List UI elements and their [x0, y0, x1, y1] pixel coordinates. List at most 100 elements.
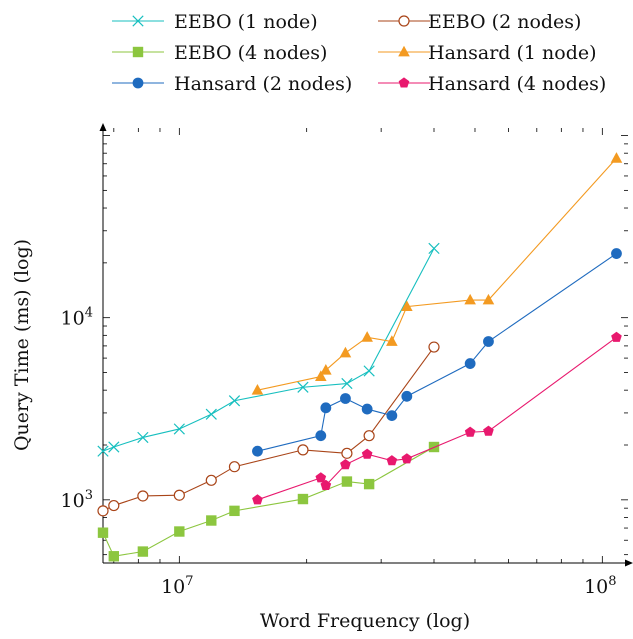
data-point: [229, 505, 240, 517]
data-point: [610, 152, 623, 163]
y-axis-arrow: [99, 123, 107, 131]
legend-label: EEBO (2 nodes): [428, 11, 581, 33]
data-point: [315, 430, 327, 442]
series-group: [97, 152, 623, 562]
legend-label: Hansard (4 nodes): [428, 73, 606, 95]
legend-item-1: EEBO (2 nodes): [378, 11, 581, 33]
data-point: [320, 402, 332, 414]
data-point: [206, 515, 217, 526]
data-point: [108, 499, 120, 512]
data-point: [386, 455, 398, 466]
y-tick-label: 104: [61, 306, 93, 330]
data-point: [228, 395, 241, 407]
data-point: [228, 461, 241, 473]
data-point: [341, 447, 353, 459]
legend-item-0: EEBO (1 node): [112, 11, 318, 33]
data-point: [363, 478, 375, 490]
legend-item-5: Hansard (4 nodes): [378, 73, 606, 95]
data-point: [108, 441, 120, 453]
data-point: [611, 331, 622, 342]
legend-label: Hansard (1 node): [428, 42, 597, 64]
data-point: [483, 425, 494, 436]
data-point: [297, 493, 309, 505]
data-point: [361, 331, 373, 342]
data-point: [339, 346, 352, 358]
data-point: [464, 293, 476, 305]
y-axis-label: Query Time (ms) (log): [11, 239, 33, 451]
data-point: [315, 370, 327, 381]
data-point: [363, 365, 375, 377]
data-point: [174, 526, 185, 537]
data-point: [252, 445, 263, 457]
legend-item-4: Hansard (2 nodes): [112, 73, 352, 95]
legend-marker: [132, 77, 144, 89]
data-point: [320, 479, 332, 490]
x-axis-label: Word Frequency (log): [260, 610, 470, 632]
data-point: [428, 341, 440, 353]
data-point: [464, 358, 476, 369]
series-line: [102, 248, 435, 452]
axes: [99, 123, 633, 567]
legend-marker: [398, 77, 410, 88]
legend-item-2: EEBO (4 nodes): [112, 42, 327, 64]
data-point: [386, 335, 398, 346]
plot-area: 107 108 103 104: [61, 123, 633, 598]
data-point: [340, 393, 351, 404]
series-1: [97, 341, 440, 517]
legend-marker: [132, 46, 144, 58]
legend-label: Hansard (2 nodes): [174, 73, 352, 95]
data-point: [363, 430, 375, 442]
data-point: [401, 390, 413, 402]
data-point: [97, 445, 109, 457]
x-tick-label: 108: [584, 574, 616, 598]
data-point: [173, 489, 185, 501]
data-point: [340, 459, 351, 470]
data-point: [386, 410, 398, 422]
data-point: [137, 431, 149, 444]
data-point: [297, 444, 309, 456]
data-point: [137, 490, 149, 502]
ticks: 107 108 103 104: [61, 128, 628, 598]
x-axis-arrow: [625, 559, 633, 567]
series-line: [257, 253, 617, 452]
legend: EEBO (1 node) EEBO (2 nodes) EEBO (4 nodes…: [112, 11, 606, 95]
data-point: [611, 248, 622, 259]
data-point: [173, 423, 185, 435]
data-point: [252, 494, 263, 505]
data-point: [401, 300, 413, 312]
data-point: [341, 476, 353, 487]
legend-marker: [398, 15, 410, 27]
data-point: [205, 474, 217, 486]
data-point: [428, 242, 440, 255]
legend-label: EEBO (1 node): [174, 11, 318, 33]
y-tick-label: 103: [61, 488, 93, 512]
series-0: [97, 242, 440, 457]
data-point: [97, 505, 109, 517]
series-4: [252, 248, 622, 457]
data-point: [205, 408, 217, 420]
legend-label: EEBO (4 nodes): [174, 42, 327, 64]
data-point: [320, 363, 332, 375]
legend-marker: [132, 15, 144, 27]
x-tick-label: 107: [161, 574, 193, 598]
data-point: [361, 448, 373, 459]
series-5: [252, 331, 622, 505]
series-line: [257, 336, 617, 501]
data-point: [482, 293, 495, 305]
data-point: [483, 336, 494, 347]
data-point: [341, 377, 353, 390]
data-point: [108, 551, 120, 562]
data-point: [315, 472, 327, 483]
data-point: [137, 546, 149, 557]
series-3: [251, 152, 623, 395]
series-line: [102, 446, 435, 557]
data-point: [251, 383, 264, 395]
data-point: [297, 381, 309, 393]
legend-item-3: Hansard (1 node): [378, 42, 597, 64]
legend-marker: [398, 45, 410, 57]
series-line: [257, 157, 617, 391]
data-point: [361, 403, 373, 415]
data-point: [464, 426, 476, 437]
series-line: [102, 346, 435, 512]
